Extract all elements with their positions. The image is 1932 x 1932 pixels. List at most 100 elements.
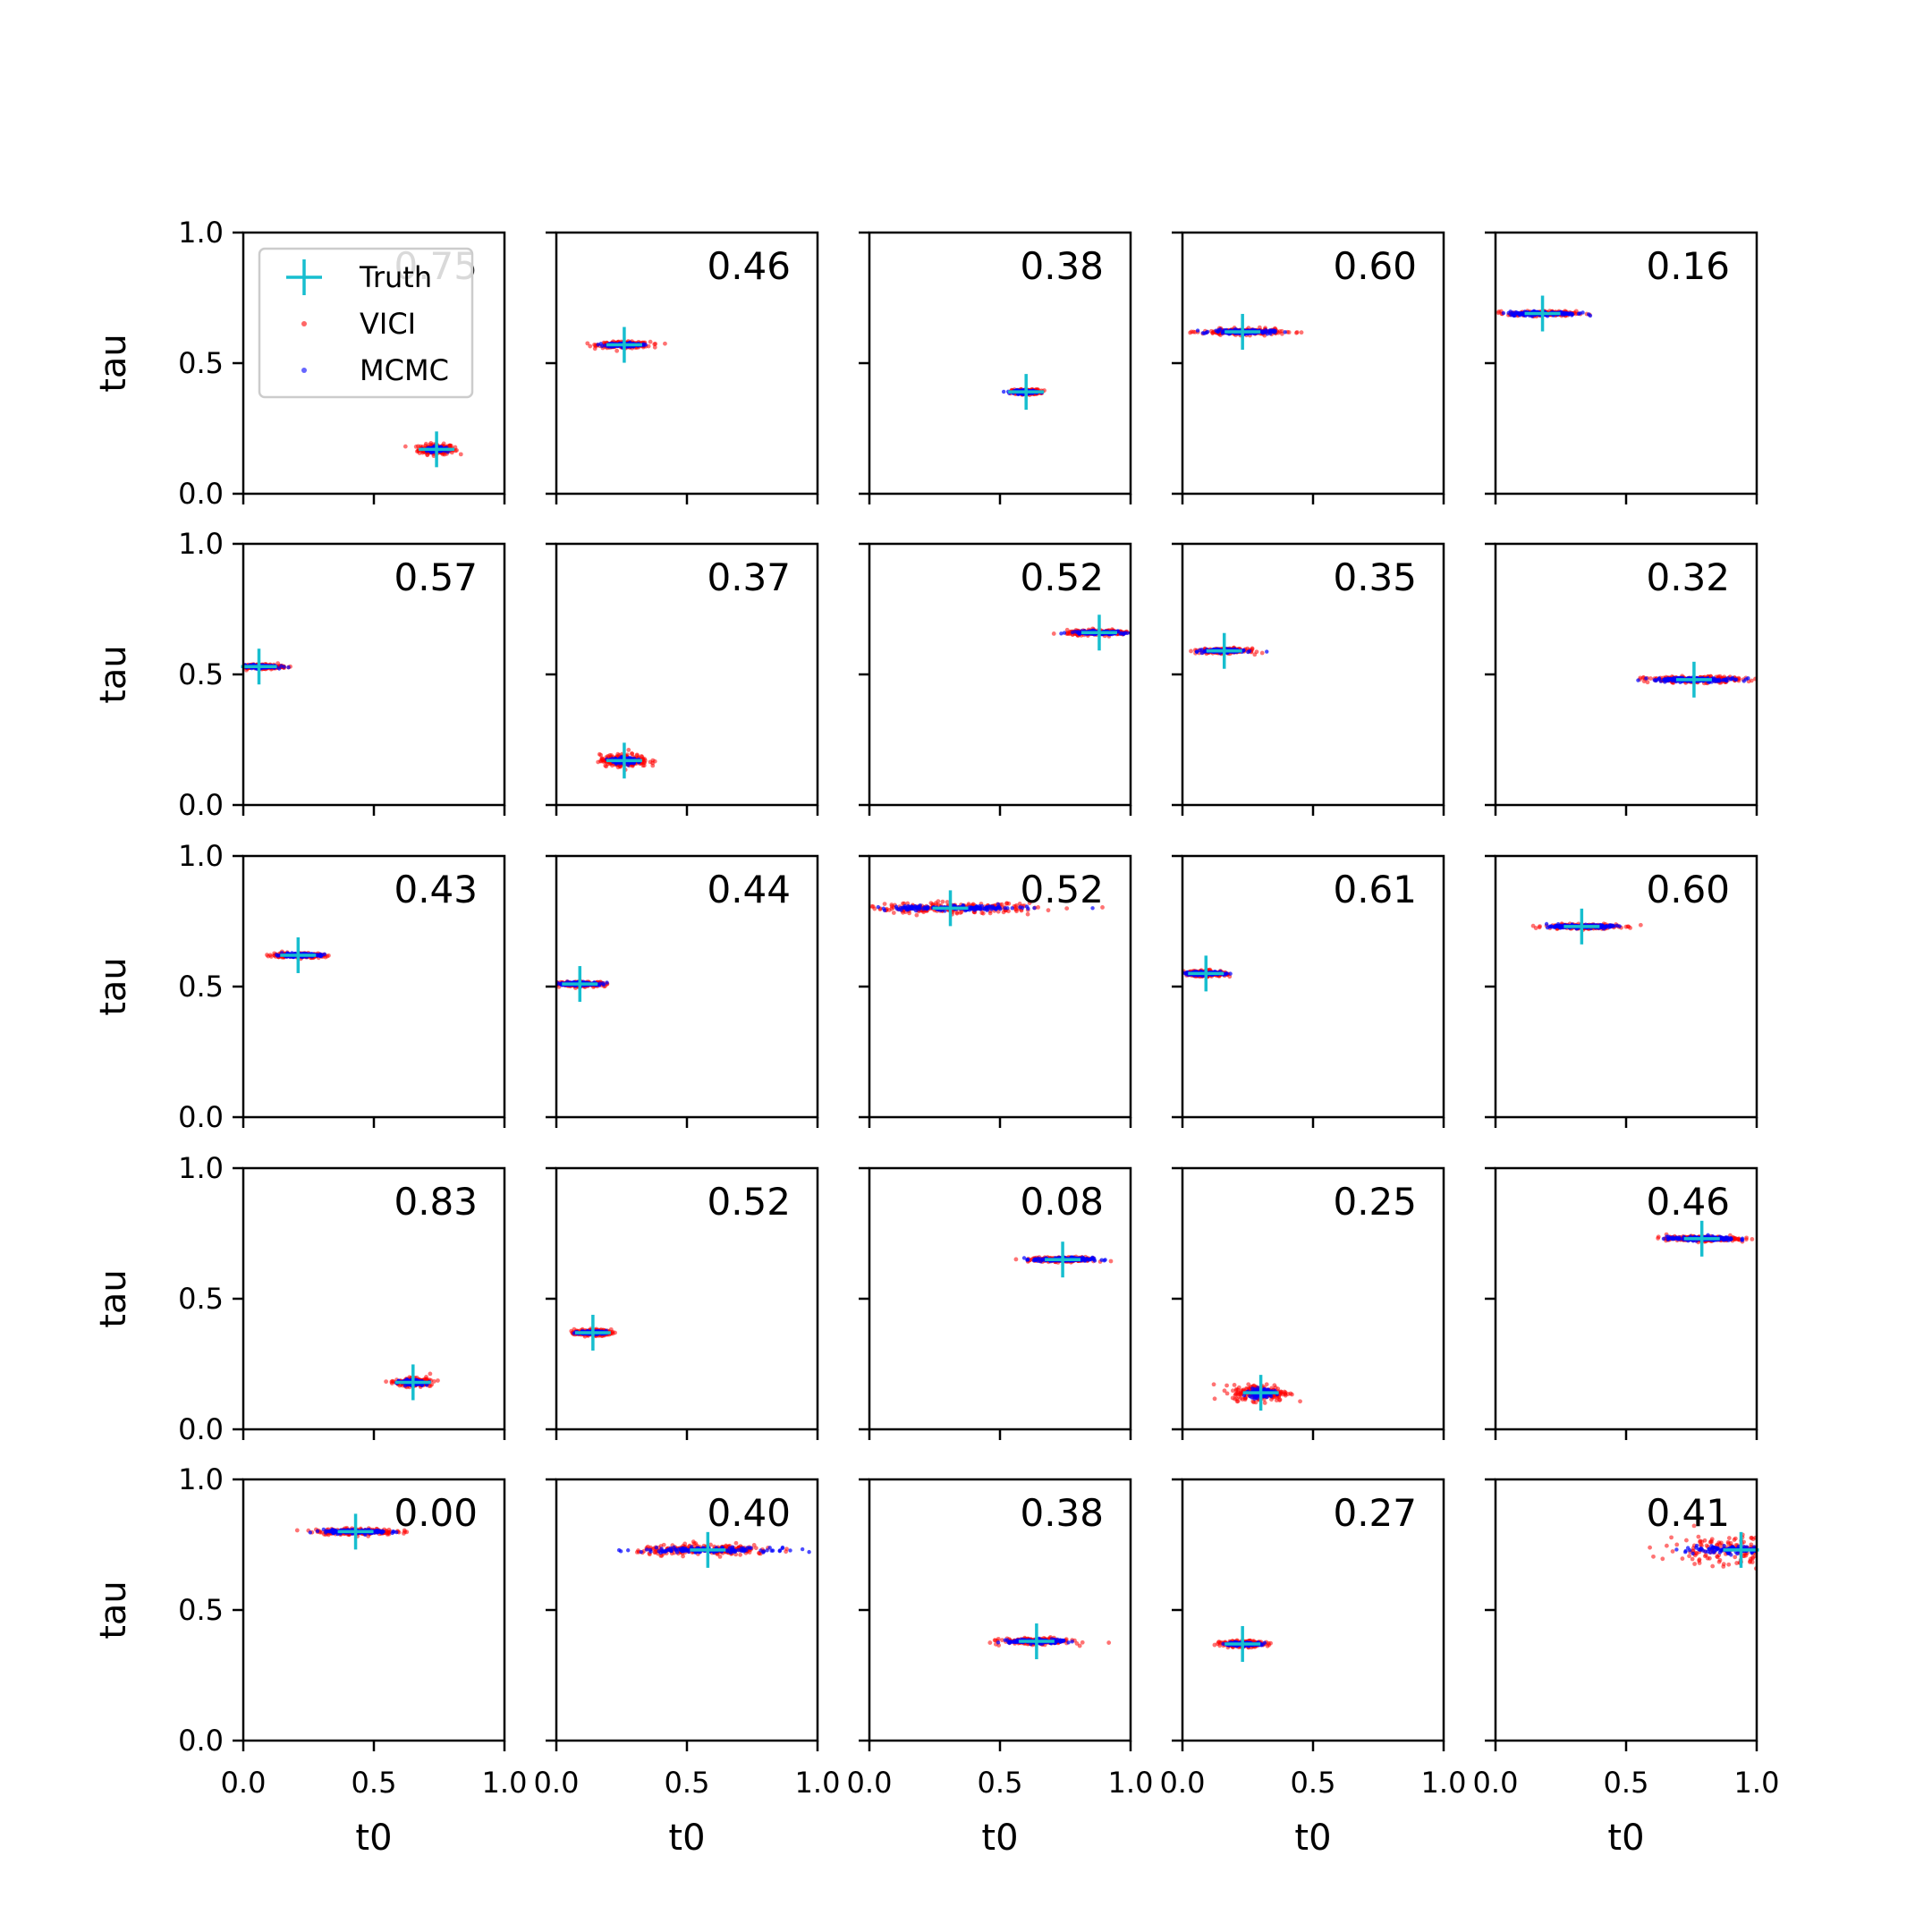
vici-point <box>958 911 963 915</box>
panel-value-label: 0.52 <box>1020 555 1104 599</box>
mcmc-point <box>1010 906 1014 911</box>
vici-point <box>596 759 601 765</box>
y-axis-label: tau <box>93 645 134 704</box>
mcmc-point <box>1121 631 1126 637</box>
mcmc-point <box>1124 631 1130 636</box>
mcmc-point <box>318 952 323 957</box>
mcmc-point <box>1724 678 1728 683</box>
vici-point <box>921 910 926 915</box>
vici-point <box>1046 908 1051 913</box>
panel-value-label: 0.43 <box>394 868 478 911</box>
vici-point <box>423 441 428 446</box>
vici-point <box>275 661 281 666</box>
vici-point <box>966 902 971 907</box>
mcmc-point <box>626 756 631 760</box>
mcmc-point <box>1001 389 1006 394</box>
vici-point <box>1100 905 1105 910</box>
vici-point <box>1189 329 1194 335</box>
vici-point <box>869 903 875 909</box>
panel-value-label: 0.32 <box>1646 555 1730 599</box>
mcmc-point <box>1194 649 1199 654</box>
vici-point <box>928 901 934 906</box>
y-tick-label: 0.5 <box>178 970 224 1004</box>
mcmc-point <box>601 982 606 987</box>
mcmc-point <box>1733 677 1738 682</box>
vici-point <box>980 911 986 916</box>
vici-point <box>889 902 894 907</box>
panel-value-label: 0.46 <box>707 244 791 288</box>
mcmc-point <box>597 981 602 986</box>
vici-point <box>1294 330 1299 335</box>
vici-point <box>610 763 614 768</box>
y-tick-label: 1.0 <box>178 839 224 873</box>
vici-point <box>914 912 919 918</box>
mcmc-point <box>1221 329 1226 335</box>
y-tick-label: 0.0 <box>178 1100 224 1134</box>
mcmc-point <box>286 665 291 670</box>
vici-point <box>1252 652 1258 657</box>
vici-point <box>603 763 608 768</box>
vici-point <box>1573 311 1579 317</box>
panel: 0.52 <box>859 854 1132 1128</box>
y-tick-label: 0.5 <box>178 657 224 691</box>
vici-point <box>1299 330 1304 335</box>
mcmc-point <box>1070 630 1075 635</box>
vici-point <box>402 444 408 449</box>
vici-point <box>615 751 621 757</box>
vici-point <box>650 763 656 768</box>
panel: 0.44 <box>546 854 819 1128</box>
mcmc-point <box>275 953 280 958</box>
panel-value-label: 0.57 <box>394 555 478 599</box>
mcmc-point <box>1247 648 1252 654</box>
vici-point <box>588 343 593 349</box>
vici-point <box>891 911 896 915</box>
mcmc-point <box>1729 676 1734 682</box>
vici-point <box>1025 911 1030 917</box>
vici-point <box>1006 901 1012 906</box>
mcmc-point <box>1665 677 1669 682</box>
vici-point <box>592 346 597 352</box>
vici-point <box>626 748 631 752</box>
vici-point <box>1210 331 1216 335</box>
vici-point <box>1641 679 1647 684</box>
mcmc-point <box>1260 330 1266 335</box>
mcmc-point <box>1205 329 1210 335</box>
mcmc-point <box>1511 313 1516 318</box>
vici-point <box>648 759 653 765</box>
vici-point <box>641 763 647 768</box>
vici-point <box>648 339 653 344</box>
vici-point <box>940 899 945 904</box>
vici-point <box>1036 905 1041 910</box>
mcmc-point <box>605 980 609 985</box>
vici-point <box>1645 680 1650 685</box>
y-tick-label: 0.0 <box>178 477 224 511</box>
panels: 0.00.51.0tau0.750.460.380.600.160.00.51.… <box>93 216 1779 1859</box>
mcmc-point <box>1746 676 1750 681</box>
panel-value-label: 0.37 <box>707 555 791 599</box>
panel-value-label: 0.38 <box>1020 244 1104 288</box>
vici-point <box>441 441 446 446</box>
mcmc-point <box>1267 329 1273 335</box>
mcmc-point <box>1241 648 1246 653</box>
vici-point <box>954 910 960 915</box>
vici-point <box>1027 901 1032 905</box>
mcmc-point <box>996 902 1001 907</box>
vici-point <box>266 953 271 959</box>
mcmc-point <box>1202 331 1207 335</box>
mcmc-point <box>1566 312 1572 317</box>
mcmc-point <box>1644 676 1648 681</box>
mcmc-point <box>1062 631 1067 635</box>
panel: 0.32 <box>1485 542 1758 816</box>
mcmc-point <box>1265 649 1269 654</box>
vici-point <box>585 341 590 346</box>
mcmc-point <box>1658 679 1664 683</box>
vici-point <box>1051 631 1056 636</box>
mcmc-point <box>279 664 284 668</box>
vici-point <box>425 453 430 458</box>
mcmc-point <box>1586 312 1591 317</box>
panel: 0.16 <box>1485 231 1758 504</box>
mcmc-point <box>1283 330 1287 335</box>
vici-point <box>268 954 274 959</box>
